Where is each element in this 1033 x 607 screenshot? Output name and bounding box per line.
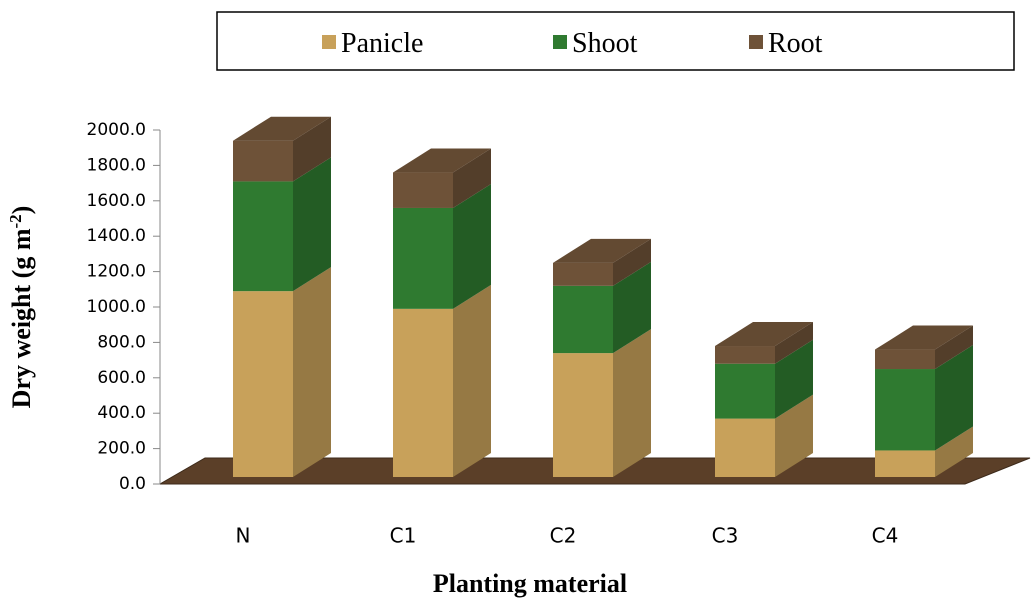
x-tick-label: N xyxy=(236,524,251,548)
bar-segment xyxy=(553,262,613,286)
bar-side xyxy=(935,426,973,477)
bar-side xyxy=(293,157,331,292)
bar-segment xyxy=(553,353,613,477)
x-tick-label: C4 xyxy=(872,524,899,548)
bar-segment xyxy=(715,346,775,364)
x-tick-label: C1 xyxy=(390,524,417,548)
y-tick-label: 1400.0 xyxy=(87,226,146,246)
bar-side xyxy=(453,148,491,208)
bar-top xyxy=(233,116,331,141)
y-tick-label: 2000.0 xyxy=(87,120,146,140)
bar-top xyxy=(553,238,651,263)
legend-label: Shoot xyxy=(572,28,638,59)
bar-segment xyxy=(393,207,453,309)
bar-top xyxy=(875,325,973,350)
y-axis-title: Dry weight (g m-2) xyxy=(6,206,36,409)
legend-label: Root xyxy=(768,28,823,59)
bar-top xyxy=(715,322,813,347)
legend-label: Panicle xyxy=(341,28,423,59)
bar-segment xyxy=(393,308,453,477)
bar-side xyxy=(293,267,331,477)
y-tick-label: 1200.0 xyxy=(87,262,146,282)
bar-segment xyxy=(875,450,935,477)
bar-segment xyxy=(233,140,293,182)
bar-top xyxy=(393,148,491,173)
bar-side xyxy=(775,322,813,364)
bar-segment xyxy=(715,363,775,419)
y-tick-label: 1800.0 xyxy=(87,155,146,175)
bar-segment xyxy=(393,172,453,208)
bar-segment xyxy=(553,285,613,354)
legend-box xyxy=(216,11,1015,71)
y-tick-label: 0.0 xyxy=(119,474,146,494)
y-title-text: Dry weight (g m xyxy=(7,228,36,408)
y-tick-label: 200.0 xyxy=(97,439,146,459)
bar-segment xyxy=(875,369,935,451)
bar-side xyxy=(613,261,651,354)
bar-side xyxy=(453,183,491,309)
bar-side xyxy=(775,394,813,477)
legend-swatch xyxy=(553,35,567,49)
bar-side xyxy=(775,339,813,419)
x-tick-label: C3 xyxy=(712,524,739,548)
y-tick-label: 1600.0 xyxy=(87,191,146,211)
legend-swatch xyxy=(322,35,336,49)
y-tick-label: 800.0 xyxy=(97,332,146,352)
bar-segment xyxy=(233,181,293,292)
bar-side xyxy=(453,284,491,477)
bar-segment xyxy=(875,349,935,370)
y-tick-label: 1000.0 xyxy=(87,297,146,317)
bar-side xyxy=(935,345,973,451)
y-title-end: ) xyxy=(7,206,36,215)
bar-side xyxy=(613,238,651,286)
bar-segment xyxy=(233,291,293,477)
bar-side xyxy=(935,325,973,370)
x-axis-title: Planting material xyxy=(433,569,627,598)
bar-side xyxy=(293,116,331,182)
y-title-sup: -2 xyxy=(6,214,25,228)
bar-side xyxy=(613,329,651,477)
legend-swatch xyxy=(749,35,763,49)
y-tick-label: 600.0 xyxy=(97,368,146,388)
x-tick-label: C2 xyxy=(550,524,577,548)
bar-segment xyxy=(715,418,775,477)
y-tick-label: 400.0 xyxy=(97,403,146,423)
